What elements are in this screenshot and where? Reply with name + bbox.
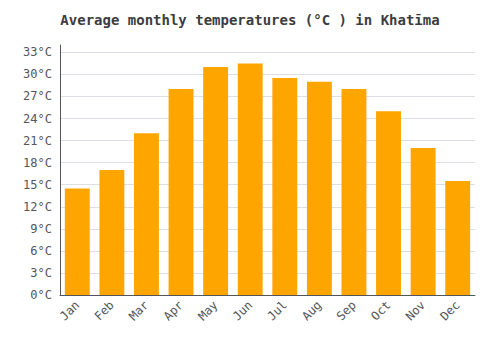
svg-text:9°C: 9°C: [30, 222, 52, 236]
svg-text:Feb: Feb: [92, 298, 117, 323]
svg-text:May: May: [195, 298, 220, 323]
svg-text:18°C: 18°C: [23, 156, 52, 170]
svg-text:Jun: Jun: [230, 298, 255, 323]
svg-text:15°C: 15°C: [23, 178, 52, 192]
svg-text:Aug: Aug: [299, 298, 324, 323]
svg-text:Nov: Nov: [403, 298, 428, 323]
svg-text:Dec: Dec: [437, 298, 462, 323]
svg-text:6°C: 6°C: [30, 244, 52, 258]
svg-text:Mar: Mar: [126, 298, 151, 323]
svg-text:30°C: 30°C: [23, 67, 52, 81]
svg-text:Jul: Jul: [265, 298, 290, 323]
svg-text:12°C: 12°C: [23, 200, 52, 214]
svg-text:Sep: Sep: [334, 298, 359, 323]
svg-text:Oct: Oct: [368, 298, 393, 323]
svg-text:33°C: 33°C: [23, 45, 52, 59]
svg-text:21°C: 21°C: [23, 134, 52, 148]
svg-text:Average monthly temperatures (: Average monthly temperatures (°C ) in Kh…: [60, 12, 439, 28]
svg-text:0°C: 0°C: [30, 288, 52, 302]
svg-text:Apr: Apr: [161, 298, 186, 323]
svg-text:27°C: 27°C: [23, 89, 52, 103]
svg-text:24°C: 24°C: [23, 112, 52, 126]
svg-text:Jan: Jan: [57, 298, 82, 323]
svg-text:3°C: 3°C: [30, 266, 52, 280]
